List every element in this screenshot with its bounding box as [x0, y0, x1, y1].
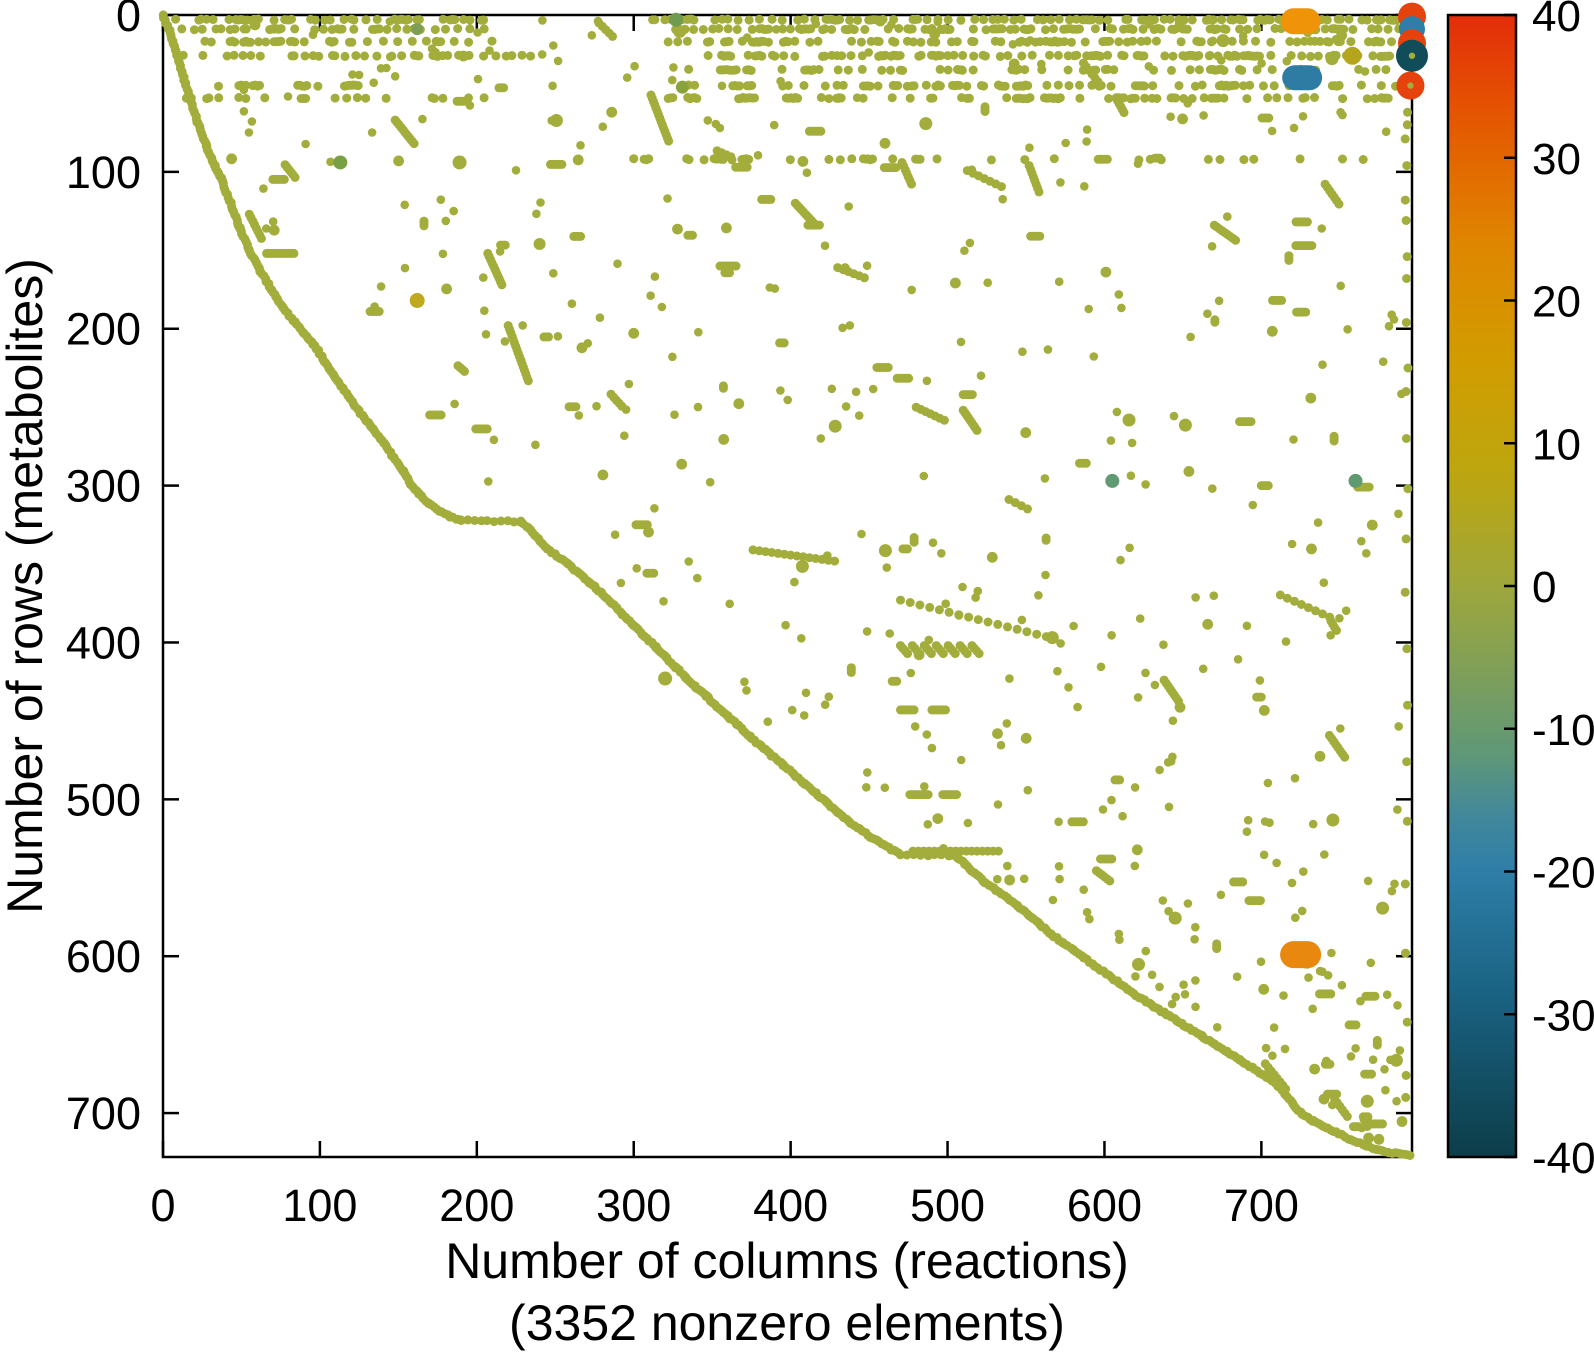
y-tick-label: 700: [66, 1088, 141, 1139]
y-tick-label: 600: [66, 931, 141, 982]
colorbar-tick-label: 40: [1532, 0, 1581, 41]
y-tick-label: 100: [66, 147, 141, 198]
x-tick-label: 100: [282, 1180, 357, 1231]
colorbar-tick-label: 20: [1532, 278, 1581, 327]
x-tick-label: 700: [1224, 1180, 1299, 1231]
x-tick-label: 400: [753, 1180, 828, 1231]
y-tick-label: 0: [116, 0, 141, 41]
colorbar-ticks: [1504, 13, 1516, 1159]
colorbar-tick-label: 10: [1532, 420, 1581, 469]
colorbar-tick-label: -20: [1532, 849, 1594, 898]
plot-frame: [161, 13, 1414, 1159]
colorbar-tick-label: -40: [1532, 1134, 1594, 1183]
y-tick-label: 200: [66, 304, 141, 355]
colorbar-tick-label: -30: [1532, 991, 1594, 1040]
y-tick-label: 400: [66, 617, 141, 668]
tick-labels: 0 100 200 300 400 500 600 700010020030040050060…: [66, 0, 1594, 1231]
y-axis-title: Number of rows (metabolites): [0, 258, 53, 914]
nonzero-dots: [158, 10, 1415, 1160]
x-tick-label: 0: [150, 1180, 175, 1231]
colorbar-tick-label: -10: [1532, 706, 1594, 755]
x-tick-label: 500: [910, 1180, 985, 1231]
x-tick-label: 200: [439, 1180, 514, 1231]
chart-layers: 0 100 200 300 400 500 600 700010020030040050060…: [66, 0, 1594, 1231]
y-tick-label: 300: [66, 461, 141, 512]
x-axis-title-line1: Number of columns (reactions): [445, 1233, 1129, 1289]
x-axis-title-line2: (3352 nonzero elements): [509, 1295, 1065, 1351]
high-magnitude-markers: [409, 2, 1428, 969]
colorbar-tick-label: 30: [1532, 135, 1581, 184]
x-tick-label: 600: [1067, 1180, 1142, 1231]
y-tick-label: 500: [66, 774, 141, 825]
x-tick-label: 300: [596, 1180, 671, 1231]
colorbar-tick-label: 0: [1532, 563, 1556, 612]
